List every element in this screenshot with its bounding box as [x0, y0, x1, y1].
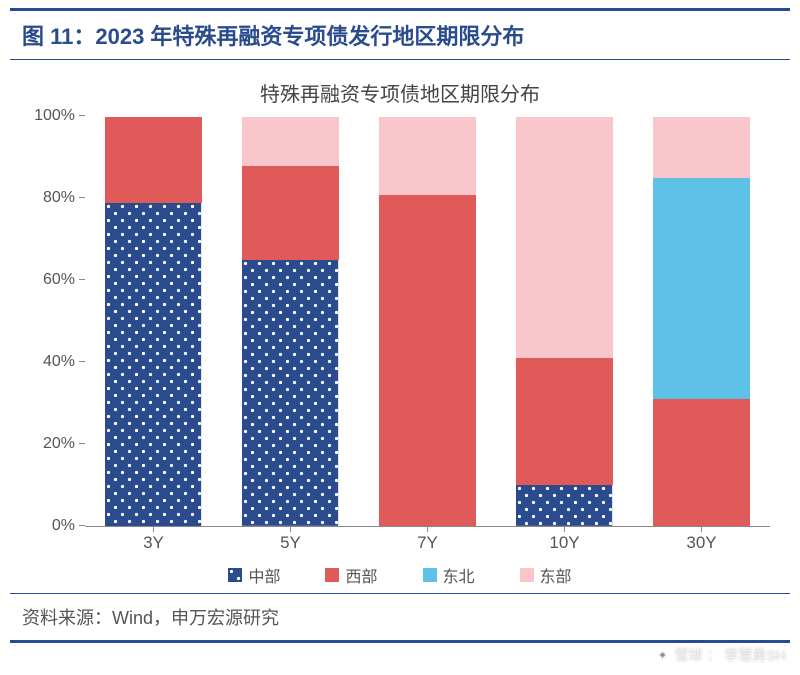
watermark-icon: ✦ — [655, 647, 671, 663]
y-tick-mark — [79, 115, 85, 116]
plot-area: 0%20%40%60%80%100% — [85, 117, 770, 527]
bar-slot — [92, 117, 215, 526]
bar-segment-east — [242, 117, 338, 166]
bar-segment-east — [379, 117, 475, 195]
x-tick-label: 3Y — [92, 533, 215, 553]
x-tick-label: 30Y — [640, 533, 763, 553]
legend-swatch — [520, 568, 534, 582]
x-tick-label: 5Y — [229, 533, 352, 553]
bar-segment-northeast — [653, 178, 749, 399]
bar-segment-west — [242, 166, 338, 260]
x-tick-mark — [701, 526, 702, 532]
bar-slot — [503, 117, 626, 526]
stacked-bar — [105, 117, 201, 526]
bar-slot — [640, 117, 763, 526]
y-tick-label: 60% — [20, 271, 75, 289]
chart-subtitle: 特殊再融资专项债地区期限分布 — [0, 78, 800, 107]
y-tick-label: 80% — [20, 189, 75, 207]
legend-swatch — [423, 568, 437, 582]
bar-slot — [229, 117, 352, 526]
source-line: 资料来源：Wind，申万宏源研究 — [10, 593, 790, 643]
bar-segment-west — [653, 399, 749, 526]
bar-segment-east — [653, 117, 749, 178]
x-tick-mark — [564, 526, 565, 532]
watermark: ✦ 雪球 ： 李慧勇SH — [655, 645, 786, 665]
bar-segment-central — [516, 485, 612, 526]
watermark-brand: 雪球 — [675, 645, 703, 665]
y-tick-mark — [79, 279, 85, 280]
bars-container — [85, 117, 770, 526]
x-tick-label: 7Y — [366, 533, 489, 553]
y-tick-mark — [79, 525, 85, 526]
stacked-bar — [242, 117, 338, 526]
legend-item-northeast: 东北 — [423, 563, 475, 587]
watermark-sep: ： — [707, 645, 721, 665]
legend-item-west: 西部 — [325, 563, 377, 587]
y-tick-label: 40% — [20, 353, 75, 371]
bar-segment-east — [516, 117, 612, 358]
x-tick-mark — [290, 526, 291, 532]
y-tick-mark — [79, 197, 85, 198]
legend-item-east: 东部 — [520, 563, 572, 587]
legend: 中部 西部 东北 东部 — [20, 563, 780, 587]
y-tick-label: 20% — [20, 435, 75, 453]
y-tick-label: 100% — [20, 107, 75, 125]
legend-item-central: 中部 — [228, 563, 280, 587]
bar-segment-central — [105, 203, 201, 526]
x-tick-mark — [153, 526, 154, 532]
x-tick-label: 10Y — [503, 533, 626, 553]
bar-segment-central — [242, 260, 338, 526]
stacked-bar — [379, 117, 475, 526]
legend-label: 东部 — [540, 563, 572, 587]
bar-segment-west — [516, 358, 612, 485]
x-axis-labels: 3Y 5Y 7Y 10Y 30Y — [85, 533, 770, 553]
legend-label: 西部 — [345, 563, 377, 587]
bar-segment-west — [379, 195, 475, 526]
bar-slot — [366, 117, 489, 526]
figure-title-bar: 图 11：2023 年特殊再融资专项债发行地区期限分布 — [10, 8, 790, 60]
y-tick-mark — [79, 361, 85, 362]
x-tick-mark — [427, 526, 428, 532]
chart-area: 0%20%40%60%80%100% 3Y 5Y 7Y 10Y 30Y 中部 西部 东北 东部 — [20, 117, 780, 587]
bar-segment-west — [105, 117, 201, 203]
y-tick-label: 0% — [20, 517, 75, 535]
legend-swatch — [228, 568, 242, 582]
watermark-author: 李慧勇SH — [725, 645, 786, 665]
legend-label: 东北 — [443, 563, 475, 587]
y-tick-mark — [79, 443, 85, 444]
legend-label: 中部 — [248, 563, 280, 587]
figure-title: 图 11：2023 年特殊再融资专项债发行地区期限分布 — [22, 19, 778, 51]
stacked-bar — [653, 117, 749, 526]
legend-swatch — [325, 568, 339, 582]
stacked-bar — [516, 117, 612, 526]
